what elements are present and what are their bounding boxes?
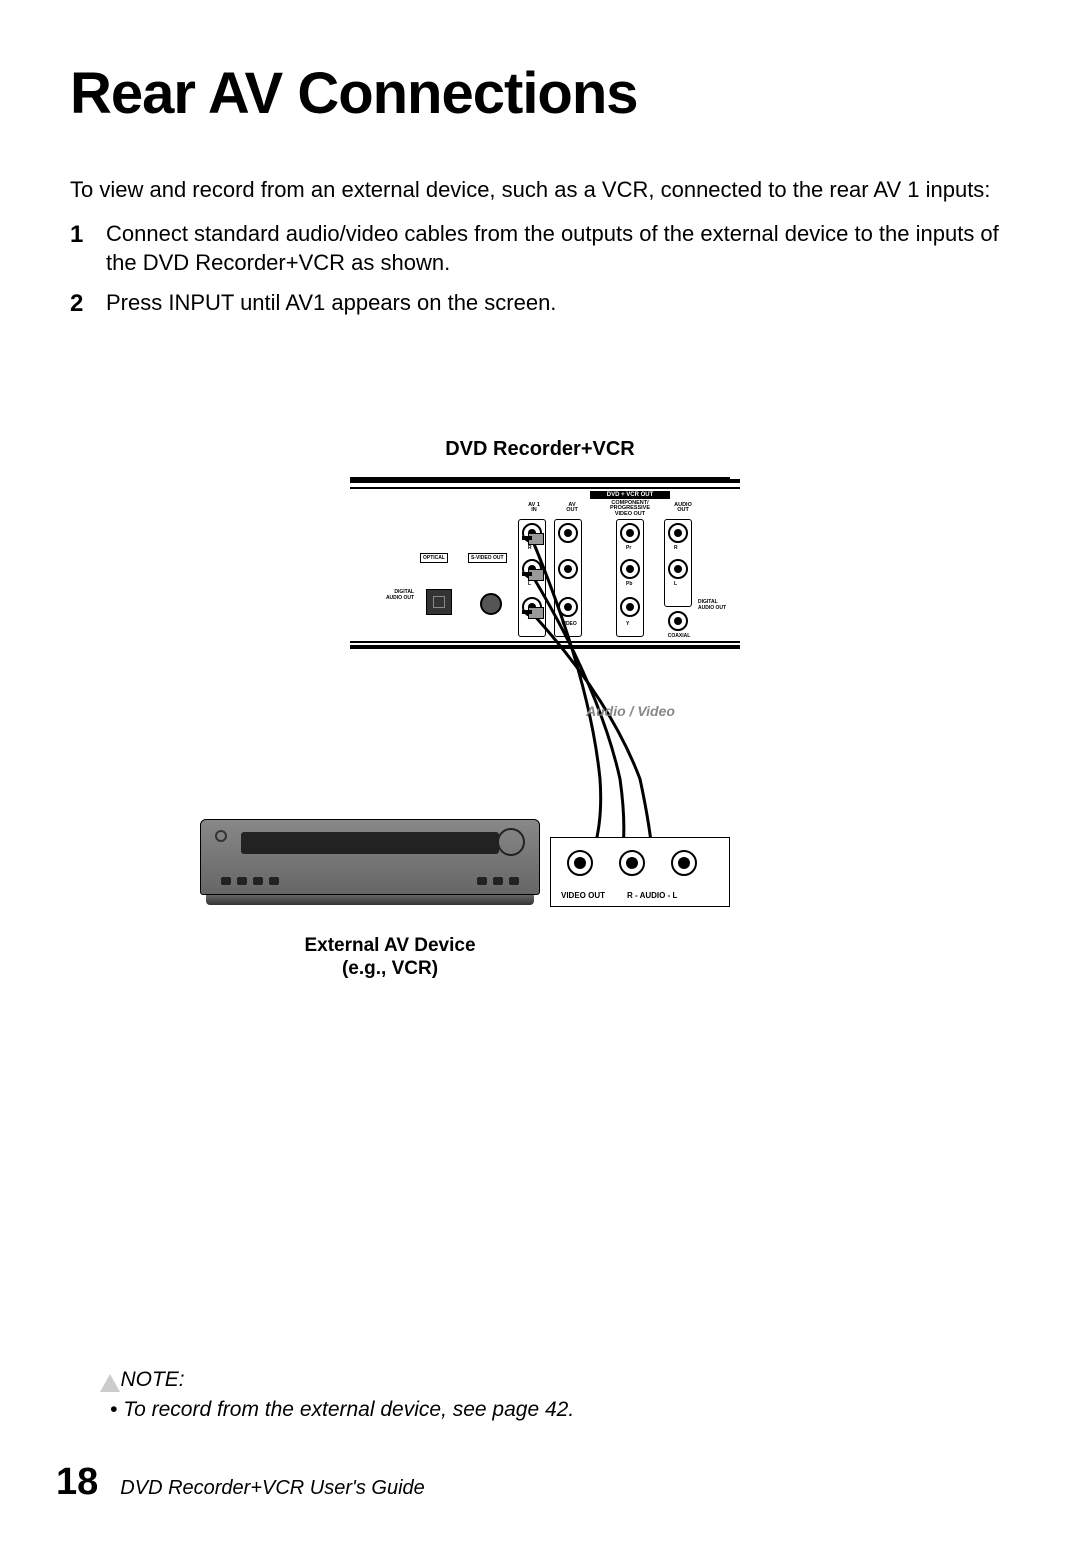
step-2: 2 Press INPUT until AV1 appears on the s… <box>70 288 1010 318</box>
connection-diagram: DVD + VCR OUT AV 1 IN AV OUT COMPONENT/ … <box>240 479 840 1039</box>
step-1-text: Connect standard audio/video cables from… <box>106 221 999 276</box>
note-triangle-icon <box>100 1374 120 1392</box>
step-2-text: Press INPUT until AV1 appears on the scr… <box>106 290 556 315</box>
label-audio-l: L <box>674 581 677 587</box>
note-block: NOTE: To record from the external device… <box>100 1368 574 1422</box>
label-dvd-vcr-out: DVD + VCR OUT <box>590 491 670 499</box>
label-audio-r: R <box>674 545 678 551</box>
rear-panel: DVD + VCR OUT AV 1 IN AV OUT COMPONENT/ … <box>350 479 740 649</box>
jack-optical <box>426 589 452 615</box>
label-av1-r: R <box>528 545 532 551</box>
jack-avout-video <box>558 597 578 617</box>
jack-svideo <box>480 593 502 615</box>
label-y: Y <box>626 621 629 627</box>
external-label-line1: External AV Device <box>304 935 475 956</box>
step-1-number: 1 <box>70 219 83 251</box>
intro-paragraph: To view and record from an external devi… <box>70 175 1010 205</box>
label-pb: Pb <box>626 581 632 587</box>
jack-avout-l <box>558 559 578 579</box>
ext-jack-audio-r <box>619 850 645 876</box>
label-optical: OPTICAL <box>420 553 448 563</box>
step-1: 1 Connect standard audio/video cables fr… <box>70 219 1010 278</box>
note-heading: NOTE: <box>120 1368 184 1391</box>
label-svideo: S-VIDEO OUT <box>468 553 507 563</box>
plug-icon <box>522 531 544 545</box>
label-av1-l: L <box>528 581 531 587</box>
jack-pb <box>620 559 640 579</box>
jack-y <box>620 597 640 617</box>
page-footer: 18 DVD Recorder+VCR User's Guide <box>56 1461 425 1504</box>
steps-list: 1 Connect standard audio/video cables fr… <box>70 219 1010 318</box>
label-av-out: AV OUT <box>560 503 584 514</box>
label-pr: Pr <box>626 545 631 551</box>
diagram-top-label: DVD Recorder+VCR <box>350 438 730 461</box>
ext-label-audio: R - AUDIO - L <box>627 891 677 900</box>
ext-jack-audio-l <box>671 850 697 876</box>
cable-label: Audio / Video <box>586 703 675 719</box>
label-av1-in: AV 1 IN <box>522 503 546 514</box>
diagram-section: DVD Recorder+VCR DVD + VCR OUT AV 1 IN A… <box>70 438 1010 1039</box>
jack-coaxial <box>668 611 688 631</box>
plug-icon <box>522 605 544 619</box>
plug-icon <box>522 567 544 581</box>
external-vcr-illustration <box>200 819 540 919</box>
external-device-label: External AV Device (e.g., VCR) <box>270 935 510 981</box>
label-audio-out: AUDIO OUT <box>668 503 698 514</box>
label-digital-audio-r: DIGITAL AUDIO OUT <box>698 599 728 611</box>
jack-pr <box>620 523 640 543</box>
label-video: VIDEO <box>556 621 582 627</box>
jack-audio-r <box>668 523 688 543</box>
external-av-out-panel: VIDEO OUT R - AUDIO - L <box>550 837 730 907</box>
label-digital-audio-l: DIGITAL AUDIO OUT <box>380 589 414 601</box>
step-2-number: 2 <box>70 288 83 320</box>
ext-label-video-out: VIDEO OUT <box>561 891 605 900</box>
note-item: To record from the external device, see … <box>110 1398 574 1422</box>
jack-avout-r <box>558 523 578 543</box>
guide-name: DVD Recorder+VCR User's Guide <box>120 1477 424 1500</box>
ext-jack-video <box>567 850 593 876</box>
page-title: Rear AV Connections <box>70 60 1010 127</box>
label-coaxial: COAXIAL <box>664 633 694 639</box>
label-component: COMPONENT/ PROGRESSIVE VIDEO OUT <box>608 501 652 518</box>
page-number: 18 <box>56 1461 98 1504</box>
external-label-line2: (e.g., VCR) <box>342 958 438 979</box>
jack-audio-l <box>668 559 688 579</box>
